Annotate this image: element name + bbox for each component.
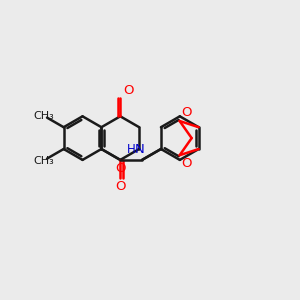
Text: O: O — [182, 106, 192, 119]
Text: CH₃: CH₃ — [33, 156, 54, 166]
Text: O: O — [115, 162, 125, 176]
Text: CH₃: CH₃ — [33, 111, 54, 121]
Text: N: N — [135, 143, 145, 156]
Text: O: O — [182, 157, 192, 170]
Text: O: O — [123, 85, 134, 98]
Text: H: H — [127, 143, 136, 156]
Text: O: O — [115, 180, 125, 193]
